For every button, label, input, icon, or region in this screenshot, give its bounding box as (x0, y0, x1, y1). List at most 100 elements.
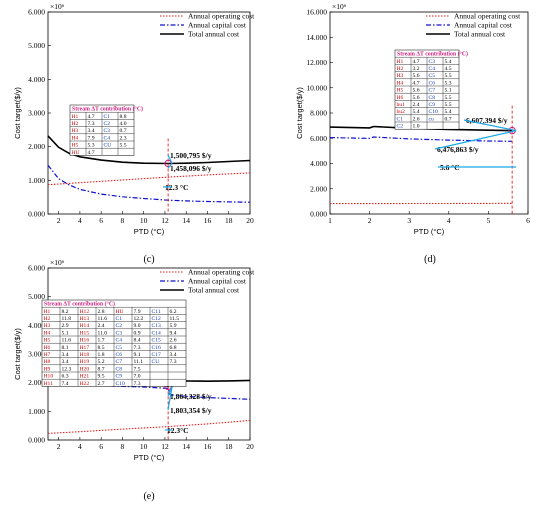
table-stream-name: C13 (152, 323, 162, 329)
x-axis-label: PTD (°C) (414, 227, 445, 236)
table-stream-value: 2.7 (98, 381, 105, 387)
y-axis-label: Cost target($/y) (13, 328, 22, 380)
annotation-text: 12.3 °C (165, 183, 188, 192)
table-stream-value: 7.3 (134, 345, 141, 351)
table-stream-value: 7.5 (134, 366, 141, 372)
table-stream-value: 5.6 (413, 88, 420, 94)
table-stream-value: 5.5 (120, 143, 127, 149)
table-stream-value: 7.9 (88, 135, 95, 141)
x-tick-label: 18 (225, 216, 233, 225)
y-tick-label: 2.000 (28, 378, 45, 387)
annotation-arrow (167, 163, 173, 169)
annotation-arrow (463, 119, 517, 132)
x-tick-label: 14 (182, 442, 190, 451)
table-stream-value: 11.5 (170, 316, 180, 322)
table-stream-value: 9.0 (134, 323, 141, 329)
table-stream-name: C10 (429, 109, 439, 115)
annotation-text: 12.3°C (167, 426, 189, 435)
panel-label: (c) (143, 254, 154, 265)
annotation-arrow (167, 154, 173, 164)
table-stream-name: H21 (80, 374, 90, 380)
table-stream-name: C15 (152, 338, 162, 344)
y-tick-label: 6.000 (28, 264, 45, 273)
table-stream-name: HU (116, 309, 124, 315)
table-stream-value: 1.7 (98, 338, 105, 344)
table-stream-name: H6 (397, 95, 404, 101)
x-axis-label: PTD (°C) (134, 227, 165, 236)
table-stream-value: 12.2 (134, 316, 144, 322)
x-tick-label: 4 (78, 442, 82, 451)
series-line-total-annual-cost (47, 135, 251, 165)
y-tick-label: 0.000 (310, 210, 327, 219)
table-stream-value: 7.3 (134, 381, 141, 387)
x-tick-label: 6 (526, 216, 530, 225)
table-stream-name: C17 (152, 352, 162, 358)
table-stream-value: 4.7 (413, 80, 420, 86)
table-stream-value: 6.2 (170, 309, 177, 315)
table-stream-name: C1 (397, 116, 404, 122)
table-stream-value: 8.4 (134, 338, 141, 344)
table-stream-value: 9.1 (134, 352, 141, 358)
table-stream-name: H4 (397, 80, 404, 86)
x-tick-label: 20 (246, 442, 254, 451)
x-tick-label: 2 (57, 216, 61, 225)
table-stream-value: 2.8 (98, 309, 105, 315)
table-stream-name: H12 (80, 309, 90, 315)
series-line-annual-operating-cost (47, 419, 251, 434)
table-stream-name: H8 (44, 359, 51, 365)
legend-label: Total annual cost (454, 30, 506, 39)
table-stream-name: H2 (44, 316, 51, 322)
annotation-arrow (167, 386, 173, 411)
table-stream-value: 5.4 (445, 109, 452, 115)
y-exponent-label: ×10⁶ (50, 2, 65, 11)
table-stream-name: cu (429, 116, 434, 122)
table-stream-value: 2.6 (413, 116, 420, 122)
table-stream-name: H11 (44, 381, 54, 387)
table-stream-name: C2 (116, 323, 123, 329)
table-stream-name: C11 (152, 309, 161, 315)
x-axis-label: PTD (°C) (134, 453, 165, 462)
legend-label: Total annual cost (188, 286, 240, 295)
y-tick-label: 3.000 (28, 109, 45, 118)
table-stream-value: 4.7 (413, 59, 420, 65)
table-stream-name: C7 (116, 359, 123, 365)
table-stream-value: 9.5 (98, 374, 105, 380)
table-stream-name: H18 (80, 352, 90, 358)
table-stream-name: H3 (397, 73, 404, 79)
table-stream-name: H19 (80, 359, 90, 365)
legend-label: Annual operating cost (188, 268, 255, 277)
x-tick-label: 8 (121, 216, 125, 225)
annotation-text: 1,458,096 $/y (170, 164, 212, 173)
y-tick-label: 3.000 (28, 350, 45, 359)
table-stream-name: H1 (397, 59, 404, 65)
table-stream-name: C1 (104, 114, 111, 120)
table-stream-value: 12.3 (62, 366, 72, 372)
table-stream-name: C4 (116, 338, 123, 344)
chart-panel-2: 0.0002.0004.0006.0008.00010.00012.00014.… (295, 2, 530, 265)
table-stream-name: H3 (44, 323, 51, 329)
table-stream-name: HU (72, 150, 80, 156)
series-line-annual-capital-cost (47, 164, 251, 203)
table-title: Stream ΔT contribution (°C) (72, 106, 143, 113)
table-stream-value: 3.4 (62, 359, 69, 365)
panel-label: (d) (424, 254, 436, 265)
table-stream-name: H7 (44, 352, 51, 358)
y-tick-label: 2.000 (28, 142, 45, 151)
chart-panel-1: 0.000 1.000 2.000 3.000 4.000 5.000 6.000 2 4 6 8 1… (13, 2, 255, 265)
table-stream-name: C8 (429, 95, 436, 101)
table-stream-name: H9 (44, 366, 51, 372)
y-axis-label: Cost target($/y) (295, 87, 304, 139)
x-tick-label: 14 (182, 216, 190, 225)
table-stream-value: 2.9 (62, 323, 69, 329)
x-tick-label: 12 (161, 216, 169, 225)
table-stream-name: H20 (80, 366, 90, 372)
y-tick-label: 4.000 (28, 75, 45, 84)
table-stream-name: C4 (104, 135, 111, 141)
table-stream-name: H6 (44, 345, 51, 351)
table-stream-value: 3.4 (88, 128, 95, 134)
y-tick-label: 1.000 (28, 176, 45, 185)
table-stream-name: C12 (152, 316, 162, 322)
x-tick-label: 3 (407, 216, 411, 225)
table-stream-value: 1.8 (98, 352, 105, 358)
table-stream-name: C6 (116, 352, 123, 358)
